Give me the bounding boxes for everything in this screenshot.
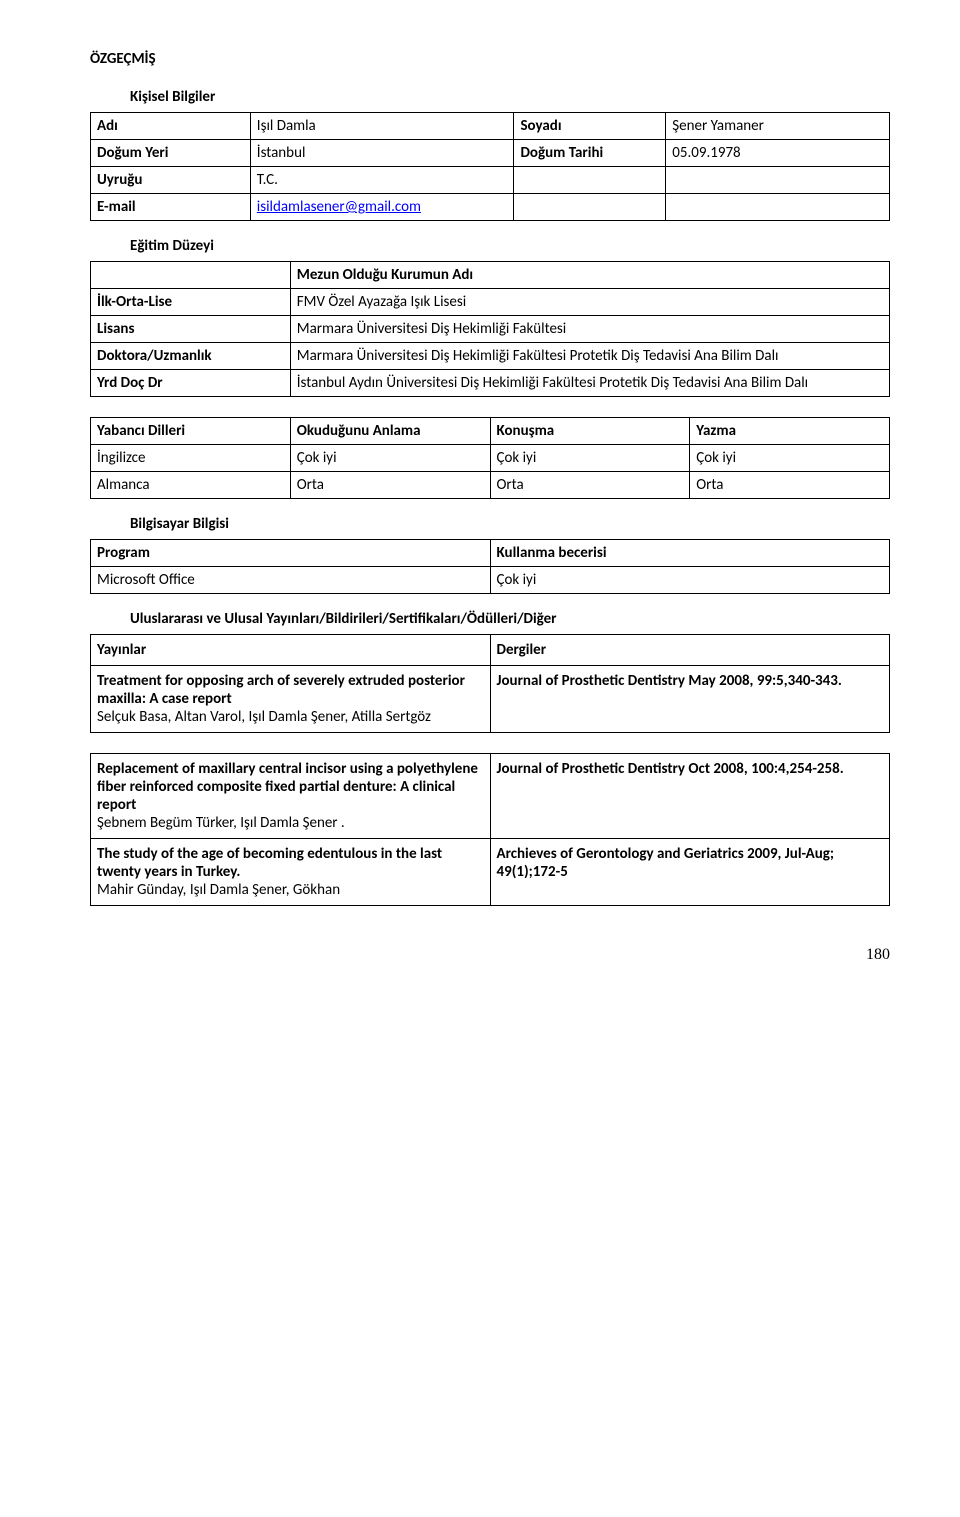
comp-program: Microsoft Office	[91, 567, 491, 594]
lang-name: Almanca	[91, 472, 291, 499]
label-citizenship: Uyruğu	[91, 167, 251, 194]
pub-title: Replacement of maxillary central incisor…	[97, 760, 478, 814]
edu-header-school: Mezun Olduğu Kurumun Adı	[290, 262, 889, 289]
label-empty	[514, 167, 666, 194]
lang-header-reading: Okuduğunu Anlama	[290, 418, 490, 445]
value-surname: Şener Yamaner	[666, 113, 890, 140]
lang-writing: Orta	[690, 472, 890, 499]
label-email: E-mail	[91, 194, 251, 221]
email-link[interactable]: isildamlasener@gmail.com	[257, 198, 421, 216]
table-row: Doğum Yeri İstanbul Doğum Tarihi 05.09.1…	[91, 140, 890, 167]
pub-authors: Mahir Günday, Işıl Damla Şener, Gökhan	[97, 881, 340, 899]
page-number: 180	[90, 946, 890, 964]
label-birthdate: Doğum Tarihi	[514, 140, 666, 167]
personal-section-title: Kişisel Bilgiler	[130, 88, 890, 106]
lang-header-writing: Yazma	[690, 418, 890, 445]
edu-level: İlk-Orta-Lise	[91, 289, 291, 316]
pub-title: Treatment for opposing arch of severely …	[97, 672, 465, 708]
pub-header-pubs: Yayınlar	[91, 635, 491, 666]
table-row: Yabancı Dilleri Okuduğunu Anlama Konuşma…	[91, 418, 890, 445]
pub-cell: Replacement of maxillary central incisor…	[91, 754, 491, 839]
table-row: Lisans Marmara Üniversitesi Diş Hekimliğ…	[91, 316, 890, 343]
label-surname: Soyadı	[514, 113, 666, 140]
label-empty	[514, 194, 666, 221]
personal-info-table: Adı Işıl Damla Soyadı Şener Yamaner Doğu…	[90, 112, 890, 221]
table-row: Doktora/Uzmanlık Marmara Üniversitesi Di…	[91, 343, 890, 370]
value-empty	[666, 194, 890, 221]
table-row: The study of the age of becoming edentul…	[91, 839, 890, 906]
pub-cell: The study of the age of becoming edentul…	[91, 839, 491, 906]
table-row: E-mail isildamlasener@gmail.com	[91, 194, 890, 221]
lang-writing: Çok iyi	[690, 445, 890, 472]
pub-title: The study of the age of becoming edentul…	[97, 845, 442, 881]
pub-header-journals: Dergiler	[490, 635, 890, 666]
lang-name: İngilizce	[91, 445, 291, 472]
table-row: Yayınlar Dergiler	[91, 635, 890, 666]
pub-cell: Treatment for opposing arch of severely …	[91, 666, 491, 733]
lang-header-speaking: Konuşma	[490, 418, 690, 445]
pub-authors: Şebnem Begüm Türker, Işıl Damla Şener .	[97, 814, 345, 832]
comp-header-skill: Kullanma becerisi	[490, 540, 890, 567]
label-name: Adı	[91, 113, 251, 140]
table-row: Uyruğu T.C.	[91, 167, 890, 194]
publications-section-title: Uluslararası ve Ulusal Yayınları/Bildiri…	[130, 610, 890, 628]
table-row: Almanca Orta Orta Orta	[91, 472, 890, 499]
education-table: Mezun Olduğu Kurumun Adı İlk-Orta-Lise F…	[90, 261, 890, 397]
document-title: ÖZGEÇMİŞ	[90, 50, 890, 68]
table-row: Program Kullanma becerisi	[91, 540, 890, 567]
value-birthplace: İstanbul	[250, 140, 514, 167]
edu-school: FMV Özel Ayazağa Işık Lisesi	[290, 289, 889, 316]
value-name: Işıl Damla	[250, 113, 514, 140]
value-email-cell: isildamlasener@gmail.com	[250, 194, 514, 221]
lang-header-lang: Yabancı Dilleri	[91, 418, 291, 445]
computer-table: Program Kullanma becerisi Microsoft Offi…	[90, 539, 890, 594]
lang-reading: Çok iyi	[290, 445, 490, 472]
table-row: Replacement of maxillary central incisor…	[91, 754, 890, 839]
pub-journal: Journal of Prosthetic Dentistry May 2008…	[490, 666, 890, 733]
languages-table: Yabancı Dilleri Okuduğunu Anlama Konuşma…	[90, 417, 890, 499]
value-citizenship: T.C.	[250, 167, 514, 194]
pub-journal: Journal of Prosthetic Dentistry Oct 2008…	[490, 754, 890, 839]
education-section-title: Eğitim Düzeyi	[130, 237, 890, 255]
table-row: İlk-Orta-Lise FMV Özel Ayazağa Işık Lise…	[91, 289, 890, 316]
edu-level: Yrd Doç Dr	[91, 370, 291, 397]
pub-journal: Archieves of Gerontology and Geriatrics …	[490, 839, 890, 906]
lang-speaking: Orta	[490, 472, 690, 499]
lang-reading: Orta	[290, 472, 490, 499]
comp-skill: Çok iyi	[490, 567, 890, 594]
table-row: Treatment for opposing arch of severely …	[91, 666, 890, 733]
value-birthdate: 05.09.1978	[666, 140, 890, 167]
publications-table-2: Replacement of maxillary central incisor…	[90, 753, 890, 906]
edu-header-empty	[91, 262, 291, 289]
edu-school: Marmara Üniversitesi Diş Hekimliği Fakül…	[290, 316, 889, 343]
edu-school: Marmara Üniversitesi Diş Hekimliği Fakül…	[290, 343, 889, 370]
table-row: Adı Işıl Damla Soyadı Şener Yamaner	[91, 113, 890, 140]
table-row: Microsoft Office Çok iyi	[91, 567, 890, 594]
edu-school: İstanbul Aydın Üniversitesi Diş Hekimliğ…	[290, 370, 889, 397]
table-row: Mezun Olduğu Kurumun Adı	[91, 262, 890, 289]
computer-section-title: Bilgisayar Bilgisi	[130, 515, 890, 533]
pub-authors: Selçuk Basa, Altan Varol, Işıl Damla Şen…	[97, 708, 431, 726]
publications-table-1: Yayınlar Dergiler Treatment for opposing…	[90, 634, 890, 733]
table-row: İngilizce Çok iyi Çok iyi Çok iyi	[91, 445, 890, 472]
edu-level: Doktora/Uzmanlık	[91, 343, 291, 370]
value-empty	[666, 167, 890, 194]
label-birthplace: Doğum Yeri	[91, 140, 251, 167]
table-row: Yrd Doç Dr İstanbul Aydın Üniversitesi D…	[91, 370, 890, 397]
edu-level: Lisans	[91, 316, 291, 343]
lang-speaking: Çok iyi	[490, 445, 690, 472]
comp-header-program: Program	[91, 540, 491, 567]
